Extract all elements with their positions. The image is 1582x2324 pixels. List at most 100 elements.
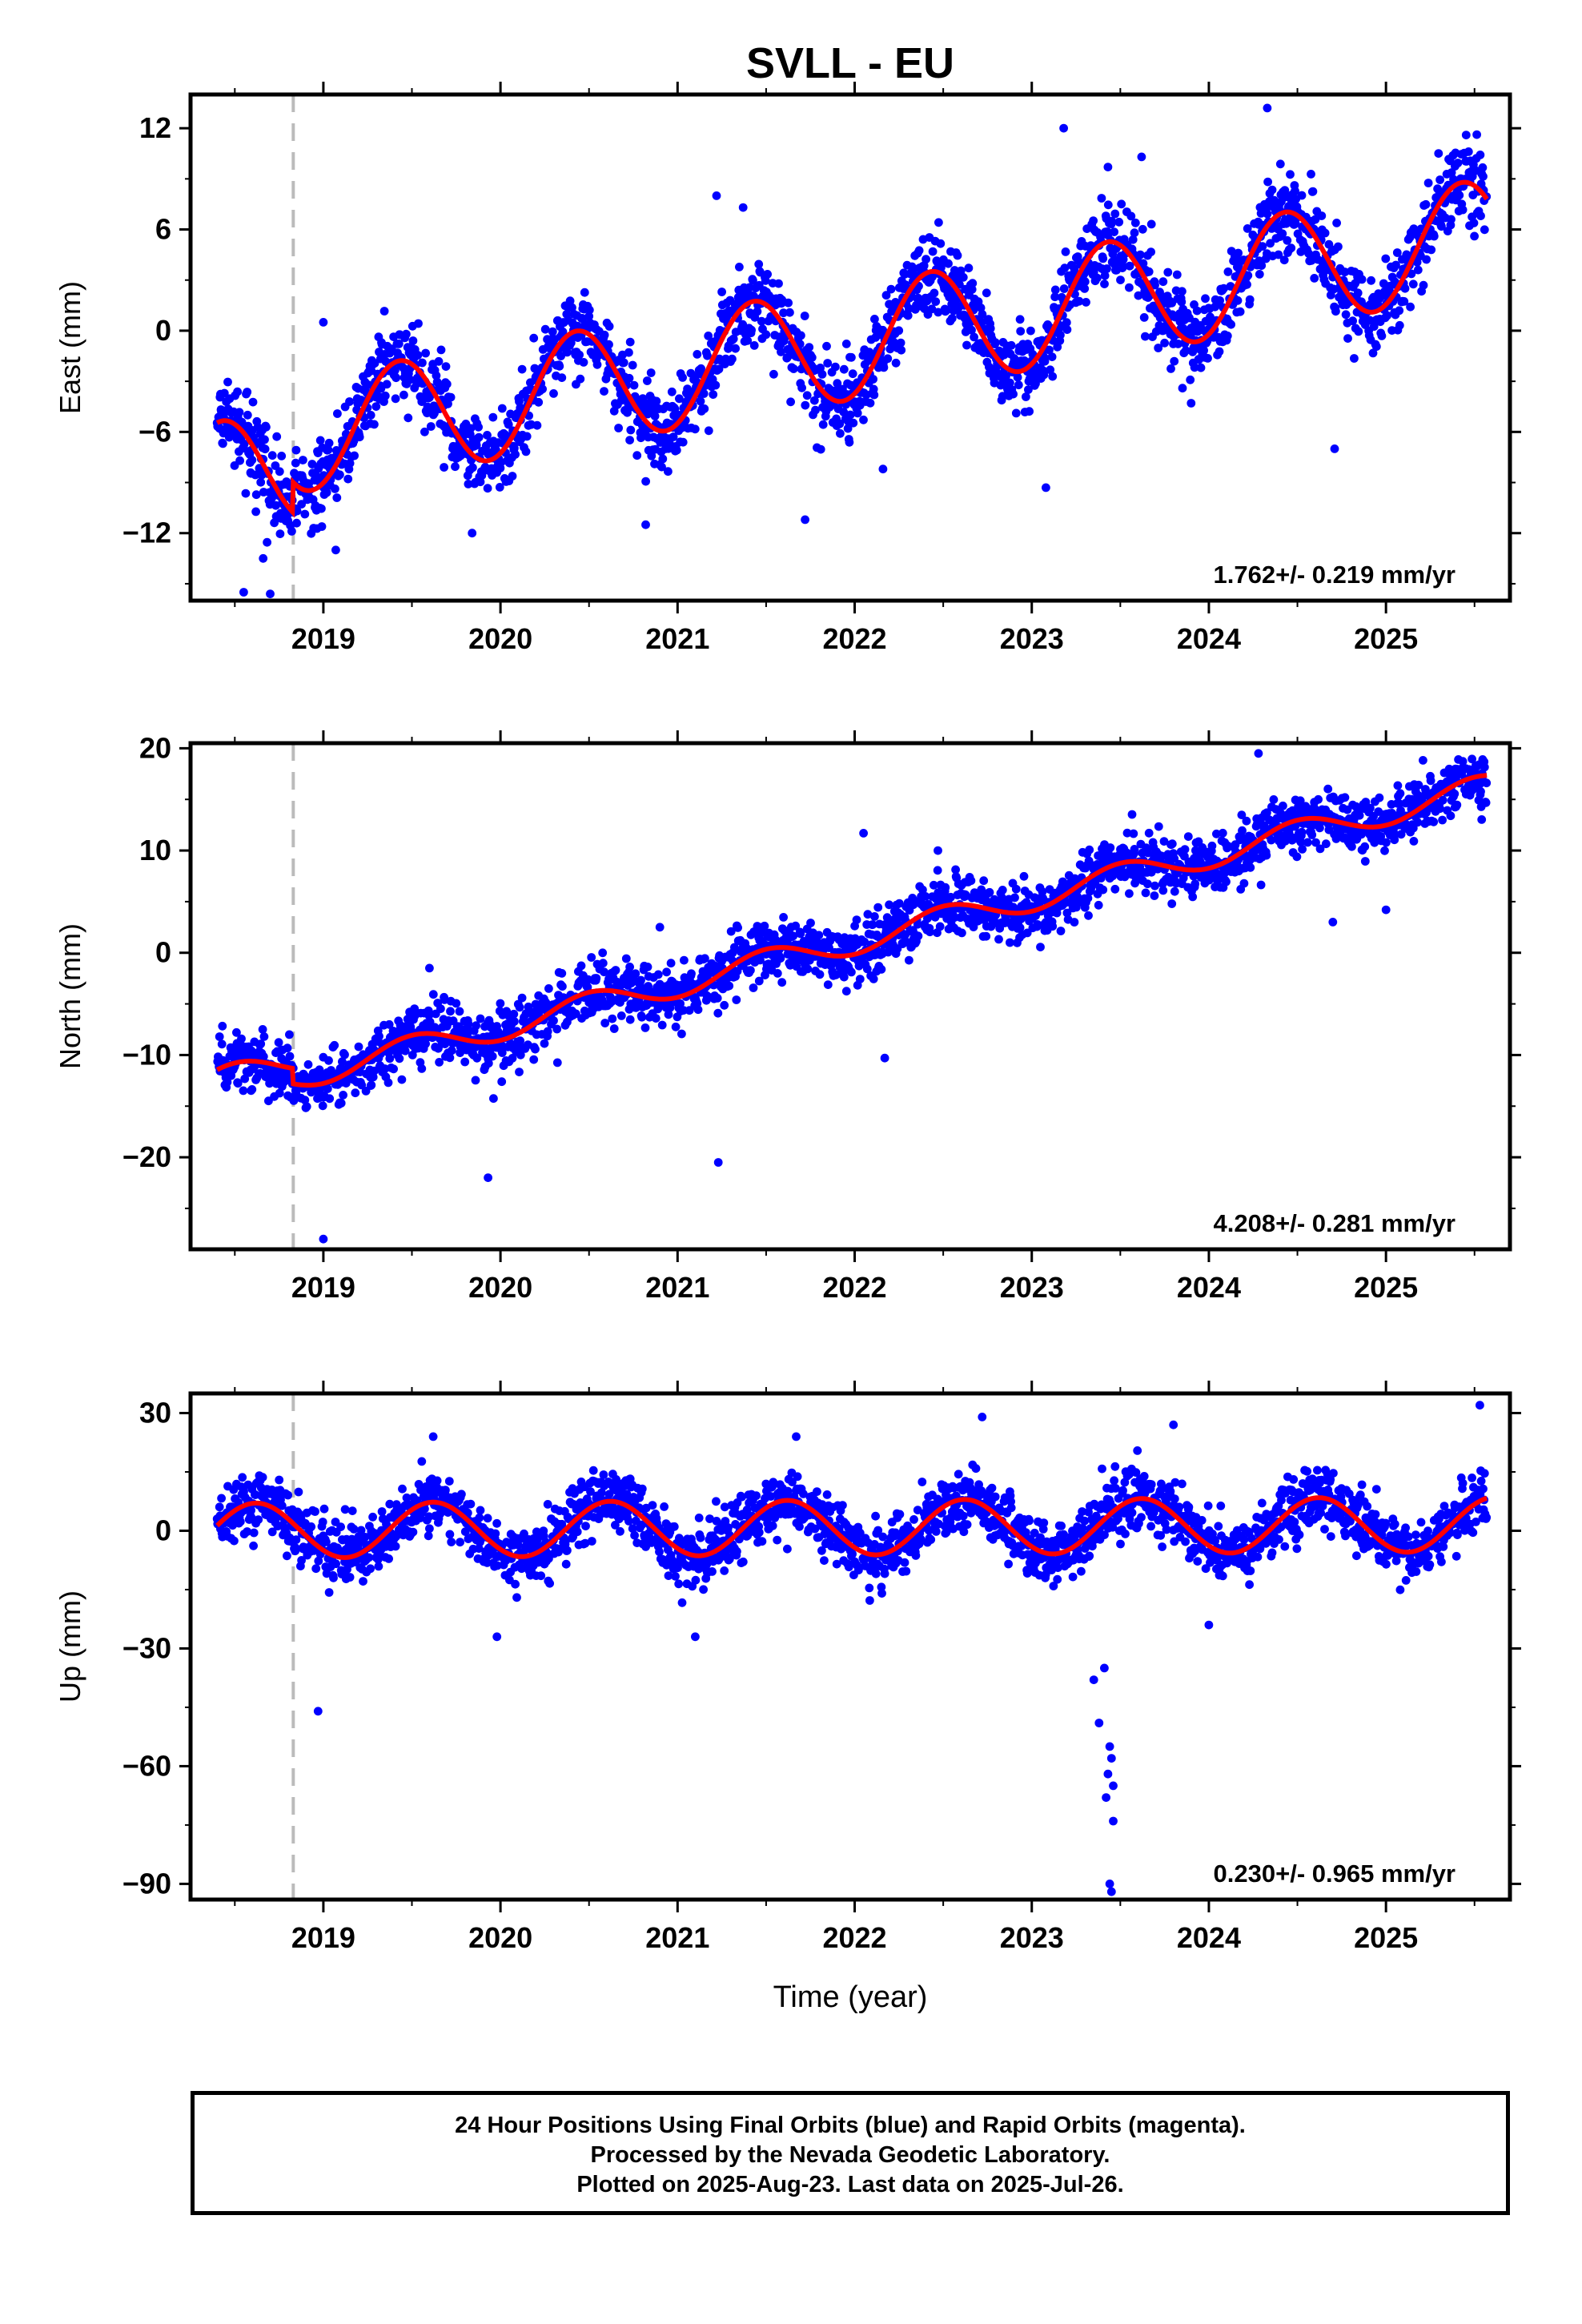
data-point xyxy=(1256,880,1266,890)
data-point xyxy=(632,451,642,460)
data-point xyxy=(944,259,953,268)
data-point xyxy=(849,418,858,428)
data-point xyxy=(865,398,875,408)
data-point xyxy=(300,509,310,519)
data-point xyxy=(1280,186,1290,195)
data-point xyxy=(889,337,898,347)
data-point xyxy=(391,365,400,375)
observed-points xyxy=(212,1401,1492,1896)
y-axis-label: North (mm) xyxy=(54,923,86,1069)
data-point xyxy=(1267,185,1277,195)
x-tick-label: 2021 xyxy=(645,622,709,655)
data-point xyxy=(1206,312,1215,322)
data-point xyxy=(1125,889,1134,899)
data-point xyxy=(1422,255,1431,264)
data-point xyxy=(769,369,778,379)
data-point xyxy=(1215,296,1224,305)
data-point xyxy=(1461,131,1471,140)
data-point xyxy=(355,432,364,442)
data-point xyxy=(1380,846,1389,855)
data-point xyxy=(738,203,748,212)
data-point xyxy=(239,588,248,597)
data-point xyxy=(1025,407,1034,416)
data-point xyxy=(982,288,991,298)
data-point xyxy=(556,352,565,360)
data-point xyxy=(712,191,721,200)
data-point xyxy=(1174,340,1182,348)
data-point xyxy=(863,910,873,919)
data-point xyxy=(1039,370,1049,380)
data-point xyxy=(1266,239,1275,248)
data-point xyxy=(343,474,353,484)
data-point xyxy=(729,334,738,344)
data-point xyxy=(511,450,520,459)
data-point xyxy=(345,397,354,406)
data-point xyxy=(665,1003,675,1012)
data-point xyxy=(625,963,634,971)
data-point xyxy=(440,463,448,472)
data-point xyxy=(1036,943,1045,951)
data-point xyxy=(576,374,585,384)
data-point xyxy=(287,527,296,536)
data-point xyxy=(1093,273,1102,283)
data-point xyxy=(896,338,905,348)
data-point xyxy=(797,331,805,340)
data-point xyxy=(1328,918,1338,927)
data-point xyxy=(292,518,301,528)
data-point xyxy=(1006,378,1014,388)
data-point xyxy=(905,955,913,965)
data-point xyxy=(985,887,994,897)
data-point xyxy=(1303,838,1312,847)
data-point xyxy=(383,1078,393,1088)
data-point xyxy=(1167,899,1177,908)
data-point xyxy=(1178,324,1188,333)
data-point xyxy=(563,348,572,357)
data-point xyxy=(336,1099,346,1108)
data-point xyxy=(638,394,648,403)
rate-label: 1.762+/- 0.219 mm/yr xyxy=(1214,561,1456,589)
data-point xyxy=(1455,191,1464,200)
data-point xyxy=(1181,346,1191,356)
data-point xyxy=(825,943,833,952)
data-point xyxy=(818,420,828,429)
data-point xyxy=(472,1053,482,1063)
data-point xyxy=(1089,216,1098,225)
data-point xyxy=(624,373,634,383)
data-point xyxy=(592,974,601,983)
data-point xyxy=(1013,372,1022,382)
data-point xyxy=(994,935,1003,944)
data-point xyxy=(704,426,713,436)
y-tick-label: −6 xyxy=(139,415,171,448)
data-point xyxy=(1138,259,1148,268)
data-point xyxy=(1279,801,1287,810)
data-point xyxy=(680,955,689,965)
data-point xyxy=(1048,372,1058,381)
data-point xyxy=(1307,830,1317,839)
data-point xyxy=(651,1014,661,1023)
data-point xyxy=(446,392,456,402)
data-point xyxy=(1074,296,1084,306)
data-point xyxy=(428,990,438,999)
data-point xyxy=(239,440,249,448)
data-point xyxy=(1331,307,1340,316)
data-point xyxy=(576,961,586,971)
data-point xyxy=(1245,295,1255,304)
data-point xyxy=(891,358,901,368)
data-point xyxy=(1477,815,1487,824)
x-tick-label: 2023 xyxy=(1000,1271,1064,1304)
data-point xyxy=(883,354,893,364)
data-point xyxy=(243,410,252,420)
data-point xyxy=(746,966,755,975)
data-point xyxy=(1085,845,1094,854)
data-point xyxy=(1183,832,1193,841)
data-point xyxy=(743,336,753,345)
data-point xyxy=(877,965,886,974)
data-point xyxy=(696,396,705,406)
data-point xyxy=(291,458,300,468)
data-point xyxy=(930,288,939,298)
data-point xyxy=(548,327,557,336)
data-point xyxy=(580,287,589,297)
data-point xyxy=(307,1522,316,1531)
data-point xyxy=(417,1064,427,1073)
